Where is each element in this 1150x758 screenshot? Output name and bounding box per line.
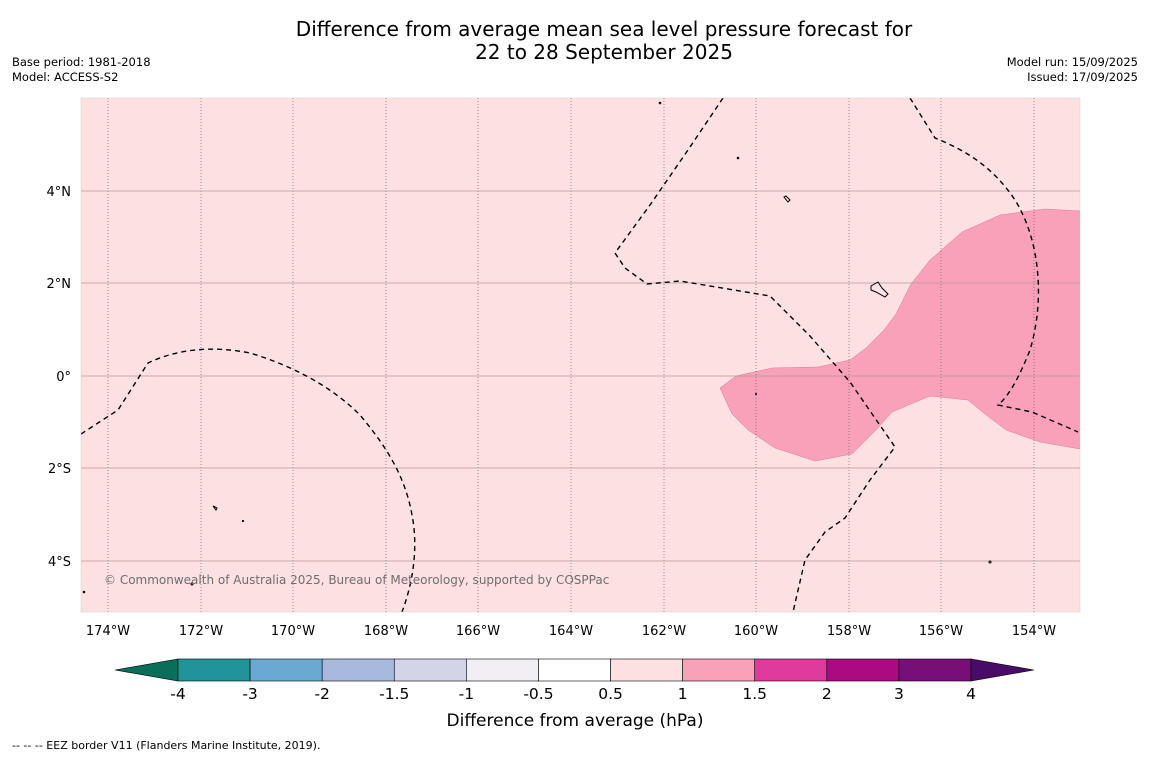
latitude-gridlines xyxy=(81,190,1080,562)
colorbar-segment xyxy=(466,658,539,682)
colorbar-segment xyxy=(249,658,323,682)
lat-label: 2°S xyxy=(48,462,71,477)
colorbar-segment xyxy=(177,658,251,682)
colorbar xyxy=(114,658,1035,682)
pressure-anomaly-area xyxy=(719,208,1080,462)
colorbar-labels: -4 -3 -2 -1.5 -1 -0.5 0.5 1 1.5 2 3 4 xyxy=(170,685,976,703)
colorbar-segment xyxy=(682,658,756,682)
colorbar-segment xyxy=(538,658,611,682)
lon-label: 168°W xyxy=(364,624,408,639)
issued-text: Issued: 17/09/2025 xyxy=(1027,70,1138,84)
colorbar-segment xyxy=(610,658,683,682)
colorbar-segment xyxy=(321,658,395,682)
colorbar-tick-label: -1.5 xyxy=(379,685,409,703)
eez-borders xyxy=(81,98,1079,612)
colorbar-tick-label: -2 xyxy=(314,685,329,703)
lon-label: 162°W xyxy=(642,624,686,639)
latitude-labels: 4°N 2°N 0° 2°S 4°S xyxy=(47,185,72,570)
copyright-notice: © Commonwealth of Australia 2025, Bureau… xyxy=(104,573,609,587)
lon-label: 160°W xyxy=(734,624,778,639)
lon-label: 174°W xyxy=(86,624,130,639)
model-text: Model: ACCESS-S2 xyxy=(12,70,119,84)
lat-label: 4°N xyxy=(47,185,72,200)
model-run-text: Model run: 15/09/2025 xyxy=(1006,55,1138,69)
lat-label: 2°N xyxy=(47,277,72,292)
eez-footnote: -- -- -- EEZ border V11 (Flanders Marine… xyxy=(12,739,321,752)
colorbar-segment xyxy=(898,658,972,682)
colorbar-segment xyxy=(754,658,828,682)
colorbar-title: Difference from average (hPa) xyxy=(447,711,704,731)
colorbar-tick-label: 3 xyxy=(894,685,904,703)
colorbar-segment xyxy=(826,658,900,682)
colorbar-tick-label: 1 xyxy=(678,685,688,703)
lon-label: 158°W xyxy=(827,624,871,639)
title-line-2: 22 to 28 September 2025 xyxy=(475,40,733,64)
colorbar-segment xyxy=(393,658,467,682)
meta-right: Model run: 15/09/2025 Issued: 17/09/2025 xyxy=(1007,55,1138,85)
lon-label: 154°W xyxy=(1012,624,1056,639)
map-frame xyxy=(80,97,1081,613)
colorbar-extend-low xyxy=(114,658,179,682)
lon-label: 172°W xyxy=(179,624,223,639)
lon-label: 166°W xyxy=(456,624,500,639)
meta-left: Base period: 1981-2018 Model: ACCESS-S2 xyxy=(12,55,151,85)
colorbar-tick-label: -3 xyxy=(242,685,257,703)
base-period-text: Base period: 1981-2018 xyxy=(12,55,151,69)
lon-label: 164°W xyxy=(549,624,593,639)
map-title: Difference from average mean sea level p… xyxy=(0,18,1150,64)
colorbar-extend-high xyxy=(970,658,1035,682)
islands xyxy=(82,101,992,594)
colorbar-tick-label: 1.5 xyxy=(742,685,767,703)
lat-label: 4°S xyxy=(48,555,71,570)
colorbar-tick-label: 4 xyxy=(966,685,976,703)
lon-label: 156°W xyxy=(919,624,963,639)
colorbar-tick-label: -1 xyxy=(459,685,474,703)
title-line-1: Difference from average mean sea level p… xyxy=(295,17,913,41)
lon-label: 170°W xyxy=(271,624,315,639)
lat-label: 0° xyxy=(56,370,71,385)
colorbar-tick-label: -4 xyxy=(170,685,185,703)
colorbar-tick-label: -0.5 xyxy=(523,685,553,703)
longitude-labels: 174°W 172°W 170°W 168°W 166°W 164°W 162°… xyxy=(86,624,1056,639)
colorbar-tick-label: 2 xyxy=(822,685,832,703)
colorbar-tick-label: 0.5 xyxy=(598,685,623,703)
